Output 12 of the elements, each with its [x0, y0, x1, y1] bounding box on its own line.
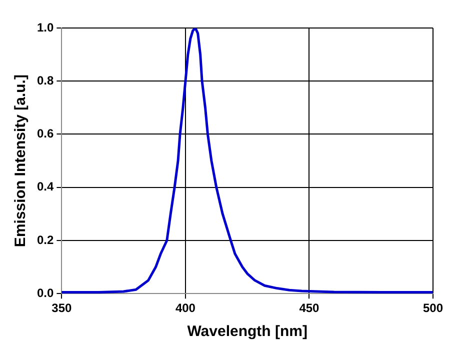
x-tick-label: 350: [52, 301, 72, 316]
x-tick-label: 400: [175, 301, 196, 316]
y-tick-label: 0.0: [36, 286, 54, 300]
y-tick-label: 1.0: [36, 20, 54, 34]
y-tick-label: 0.6: [36, 126, 54, 141]
y-tick-label: 0.8: [36, 73, 54, 88]
y-axis-title: Emission Intensity [a.u.]: [12, 74, 30, 248]
x-tick-label: 500: [422, 301, 444, 316]
y-tick-label: 0.2: [36, 232, 54, 247]
x-axis-title: Wavelength [nm]: [187, 323, 308, 340]
y-tick-label: 0.4: [36, 180, 54, 194]
x-tick-label: 450: [299, 301, 320, 316]
